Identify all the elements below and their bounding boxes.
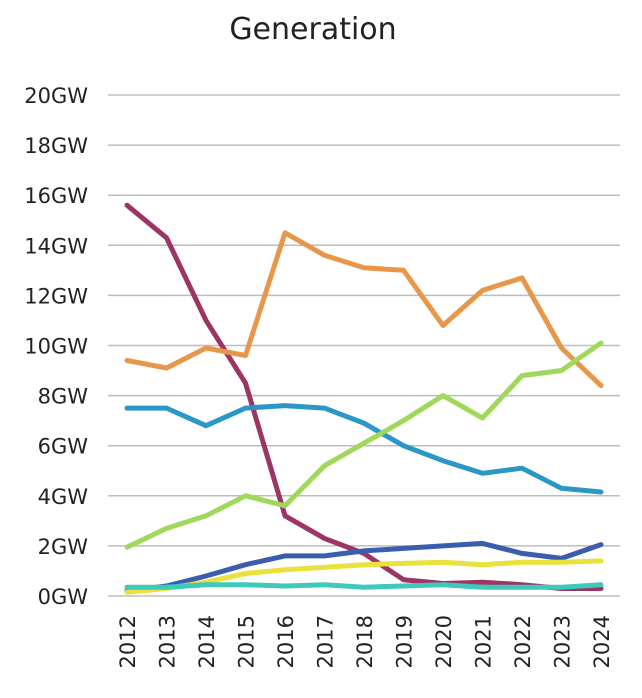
x-tick-label: 2013	[156, 615, 180, 668]
x-tick-label: 2017	[314, 615, 338, 668]
y-tick-label: 0GW	[38, 585, 89, 609]
y-tick-label: 12GW	[24, 284, 88, 308]
y-tick-label: 18GW	[24, 134, 88, 158]
series-line-7	[124, 582, 604, 590]
series-line-5	[124, 540, 604, 594]
x-tick-label: 2016	[274, 615, 298, 668]
y-tick-label: 14GW	[24, 234, 88, 258]
x-tick-label: 2014	[195, 615, 219, 668]
x-tick-label: 2024	[590, 615, 614, 668]
x-tick-label: 2023	[551, 615, 575, 668]
x-tick-label: 2015	[235, 615, 259, 668]
series-line-1	[124, 202, 604, 591]
y-tick-label: 2GW	[38, 535, 89, 559]
x-tick-label: 2019	[393, 615, 417, 668]
y-tick-label: 6GW	[38, 435, 89, 459]
y-tick-label: 8GW	[38, 385, 89, 409]
x-tick-label: 2020	[432, 615, 456, 668]
x-tick-label: 2021	[472, 615, 496, 668]
series-line-2	[124, 230, 604, 389]
x-axis-tick-labels: 2012 2013 2014 2015 2016 2017 2018 2019 2020 2021…	[116, 615, 614, 668]
x-tick-label: 2018	[353, 615, 377, 668]
series-line-4	[124, 340, 604, 550]
series-lines	[124, 202, 604, 595]
y-tick-label: 20GW	[24, 84, 88, 108]
y-tick-label: 10GW	[24, 335, 88, 359]
x-tick-label: 2022	[511, 615, 535, 668]
series-line-3	[124, 403, 604, 495]
x-tick-label: 2012	[116, 615, 140, 668]
y-axis-tick-labels: 0GW 2GW 4GW 6GW 8GW 10GW 12GW 14GW 16GW 18GW 20GW	[24, 84, 88, 609]
chart-title: Generation	[229, 12, 396, 47]
y-tick-label: 16GW	[24, 184, 88, 208]
y-tick-label: 4GW	[38, 485, 89, 509]
